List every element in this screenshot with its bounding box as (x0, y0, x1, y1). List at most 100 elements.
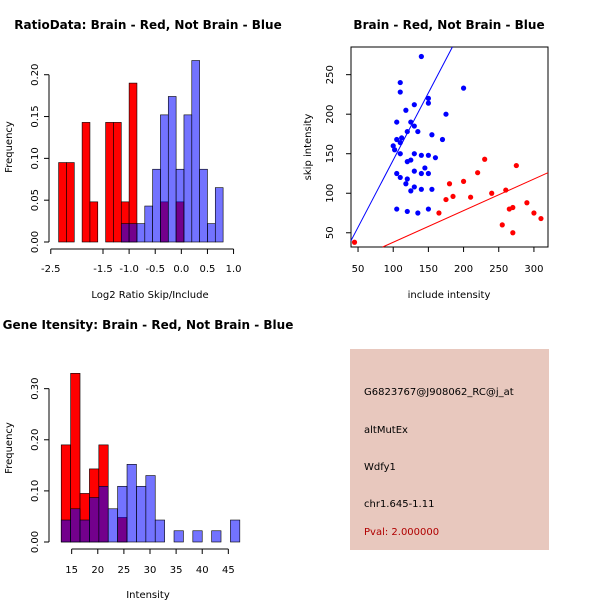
scatter-point-notbrain (439, 136, 446, 143)
ratio-chart-title: RatioData: Brain - Red, Not Brain - Blue (14, 18, 281, 32)
scatter-point-notbrain (415, 210, 421, 216)
intensity-x-tick-label: 15 (65, 565, 78, 576)
ratio-bars (58, 60, 224, 243)
scatter-point-brain (436, 210, 442, 216)
ratio-x-tick-label: 0.0 (173, 264, 189, 275)
scatter-axes: 50 100 150 200 250 300 50 100 150 200 250 (325, 65, 543, 275)
location-text: chr1.645-1.11 (364, 499, 435, 510)
scatter-point-notbrain (394, 170, 400, 177)
intensity-bar-notbrain (173, 530, 184, 543)
ratio-bar-notbrain (167, 96, 177, 243)
ratio-bar-notbrain (207, 223, 216, 243)
scatter-point-notbrain (394, 119, 400, 125)
scatter-point-notbrain (432, 155, 439, 161)
scatter-y-label: skip intensity (303, 114, 314, 181)
scatter-point-brain (524, 200, 530, 206)
scatter-y-tick-label: 200 (325, 105, 336, 124)
scatter-x-tick-label: 200 (454, 264, 473, 275)
intensity-bar-notbrain (117, 485, 128, 543)
scatter-point-notbrain (429, 132, 435, 138)
ratio-bar-notbrain (175, 168, 185, 243)
scatter-point-notbrain (418, 186, 424, 192)
intensity-x-tick-label: 30 (144, 565, 157, 576)
scatter-point-brain (510, 230, 516, 236)
scatter-point-notbrain (429, 186, 435, 192)
scatter-point-notbrain (422, 165, 428, 171)
scatter-point-brain (499, 222, 505, 228)
intensity-bar-notbrain (70, 508, 81, 543)
scatter-point-brain (446, 181, 453, 187)
ratio-bar-notbrain (152, 168, 161, 243)
scatter-point-notbrain (411, 102, 417, 108)
scatter-point-notbrain (397, 89, 403, 95)
scatter-point-notbrain (408, 119, 414, 125)
scatter-point-notbrain (415, 128, 421, 135)
scatter-point-brain (510, 204, 516, 211)
intensity-bar-notbrain (60, 519, 71, 543)
ratio-bar-notbrain (214, 187, 224, 243)
scatter-point-notbrain (403, 107, 409, 113)
intensity-x-tick-label: 45 (222, 565, 235, 576)
intensity-bar-notbrain (107, 508, 118, 543)
scatter-point-notbrain (425, 170, 431, 177)
scatter-point-notbrain (394, 136, 400, 143)
ratio-x-label: Log2 Ratio Skip/Include (91, 290, 208, 301)
scatter-point-notbrain (460, 85, 467, 91)
scatter-point-notbrain (397, 140, 403, 146)
ratio-y-tick-label: 0.20 (30, 64, 41, 86)
scatter-point-brain (460, 178, 467, 184)
intensity-bar-notbrain (192, 530, 203, 543)
event-type-text: altMutEx (364, 425, 408, 436)
scatter-point-notbrain (397, 151, 403, 157)
intensity-bars (60, 373, 241, 543)
ratio-y-tick-label: 0.15 (30, 105, 41, 127)
scatter-x-tick-label: 50 (352, 264, 365, 275)
scatter-point-notbrain (390, 143, 396, 149)
ratio-x-tick-label: -1.0 (119, 264, 139, 275)
ratio-bar-brain (58, 162, 67, 243)
scatter-point-notbrain (418, 170, 424, 177)
scatter-chart-title: Brain - Red, Not Brain - Blue (353, 18, 544, 32)
scatter-point-notbrain (443, 111, 449, 117)
scatter-point-brain (513, 162, 519, 169)
ratio-bar-brain (66, 162, 75, 243)
scatter-y-tick-label: 50 (325, 226, 336, 239)
ratio-x-tick-label: -0.5 (145, 264, 165, 275)
intensity-histogram-panel: Gene Itensity: Brain - Red, Not Brain - … (3, 318, 294, 600)
ratio-bar-notbrain (191, 60, 200, 243)
ratio-y-tick-label: 0.05 (30, 189, 41, 211)
intensity-x-tick-label: 35 (170, 565, 183, 576)
intensity-bar-notbrain (211, 530, 222, 543)
intensity-x-label: Intensity (126, 590, 170, 600)
intensity-y-tick-label: 0.20 (30, 429, 41, 451)
ratio-bar-notbrain (144, 205, 153, 243)
scatter-point-brain (450, 193, 456, 200)
probe-info-panel: G6823767@J908062_RC@j_at altMutEx Wdfy1 … (350, 349, 549, 550)
ratio-x-tick-label: 1.0 (226, 264, 242, 275)
ratio-y-label: Frequency (4, 121, 15, 173)
scatter-point-notbrain (397, 174, 403, 181)
intensity-bar-notbrain (126, 464, 137, 543)
intensity-chart-title: Gene Itensity: Brain - Red, Not Brain - … (3, 318, 294, 332)
scatter-point-notbrain (404, 208, 410, 215)
scatter-point-notbrain (425, 152, 431, 158)
scatter-panel: Brain - Red, Not Brain - Blue include in… (303, 18, 549, 301)
scatter-point-notbrain (394, 206, 400, 212)
intensity-y-label: Frequency (4, 422, 15, 474)
scatter-y-tick-label: 100 (325, 184, 336, 203)
intensity-x-tick-label: 40 (196, 565, 209, 576)
intensity-y-tick-label: 0.10 (30, 480, 41, 502)
intensity-bar-notbrain (136, 485, 147, 543)
scatter-point-notbrain (399, 135, 405, 141)
scatter-marks (350, 46, 549, 248)
scatter-point-notbrain (411, 168, 417, 174)
intensity-bar-notbrain (145, 475, 156, 543)
ratio-histogram-panel: RatioData: Brain - Red, Not Brain - Blue… (4, 18, 282, 301)
ratio-bar-brain (81, 122, 91, 243)
ratio-bar-brain (113, 122, 122, 243)
ratio-bar-notbrain (160, 114, 169, 243)
scatter-x-tick-label: 100 (384, 264, 403, 275)
ratio-bar-notbrain (120, 223, 130, 243)
intensity-y-tick-label: 0.30 (30, 378, 41, 400)
